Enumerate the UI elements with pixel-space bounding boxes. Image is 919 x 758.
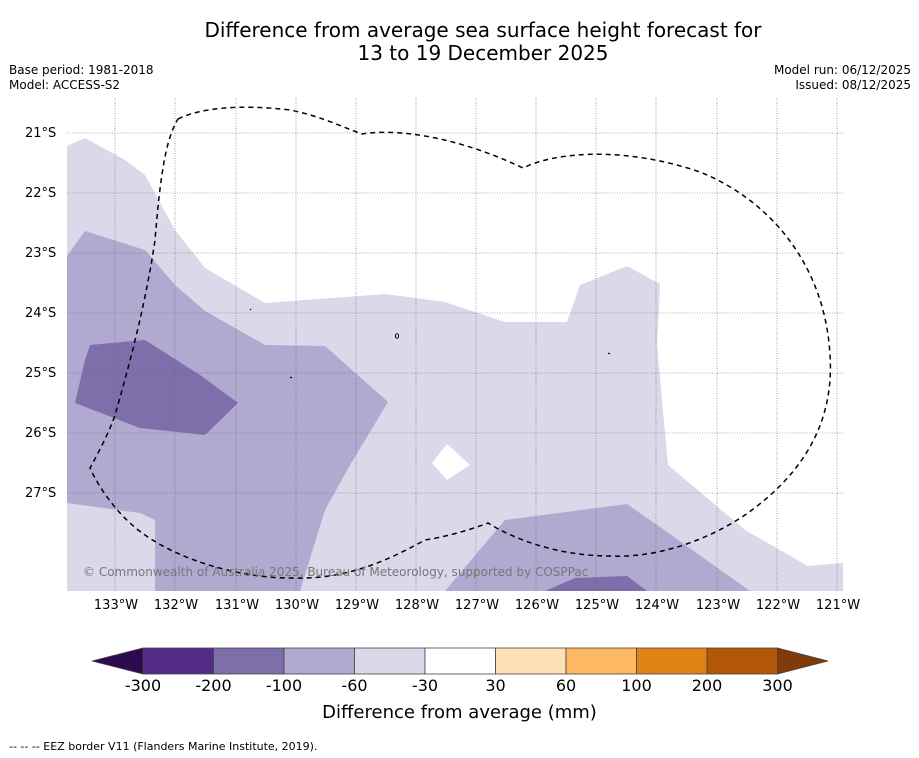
colorbar-tick: -100 bbox=[265, 676, 303, 695]
lon-label: 129°W bbox=[334, 598, 380, 613]
colorbar-extend-low bbox=[91, 647, 144, 675]
colorbar-label: Difference from average (mm) bbox=[322, 702, 597, 723]
lat-label: 27°S bbox=[25, 486, 57, 501]
lon-label: 124°W bbox=[634, 598, 680, 613]
colorbar bbox=[91, 647, 829, 675]
colorbar-bin bbox=[213, 647, 285, 675]
meta-left: Base period: 1981-2018 Model: ACCESS-S2 bbox=[9, 63, 154, 93]
map-title: Difference from average sea surface heig… bbox=[0, 19, 919, 65]
lon-label: 126°W bbox=[514, 598, 560, 613]
colorbar-bin bbox=[424, 647, 496, 675]
colorbar-bin bbox=[495, 647, 567, 675]
colorbar-extend-high bbox=[777, 647, 829, 675]
lon-label: 133°W bbox=[93, 598, 139, 613]
lat-label: 24°S bbox=[25, 306, 57, 321]
model-name: Model: ACCESS-S2 bbox=[9, 78, 121, 92]
copyright-notice: © Commonwealth of Australia 2025, Bureau… bbox=[83, 565, 589, 579]
colorbar-tick: -30 bbox=[411, 676, 439, 695]
lat-label: 25°S bbox=[25, 366, 57, 381]
region-minus100-60-south bbox=[445, 504, 750, 591]
title-line-1: Difference from average sea surface heig… bbox=[204, 18, 762, 42]
eez-footnote: -- -- -- EEZ border V11 (Flanders Marine… bbox=[9, 740, 318, 753]
colorbar-bin bbox=[636, 647, 708, 675]
lon-label: 132°W bbox=[153, 598, 199, 613]
eez-border bbox=[89, 106, 832, 579]
colorbar-tick: 300 bbox=[762, 676, 793, 695]
region-neutral-island bbox=[432, 444, 470, 480]
colorbar-bin bbox=[283, 647, 355, 675]
colorbar-tick: 30 bbox=[485, 676, 506, 695]
lon-label: 127°W bbox=[454, 598, 500, 613]
colorbar-bin bbox=[565, 647, 637, 675]
lat-label: 23°S bbox=[25, 246, 57, 261]
colorbar-tick: 100 bbox=[621, 676, 652, 695]
colorbar-tick: -60 bbox=[341, 676, 368, 695]
colorbar-bin bbox=[354, 647, 426, 675]
lon-label: 130°W bbox=[274, 598, 320, 613]
lon-label: 125°W bbox=[574, 598, 620, 613]
meta-right: Model run: 06/12/2025 Issued: 08/12/2025 bbox=[774, 63, 911, 93]
lat-label: 21°S bbox=[25, 126, 57, 141]
title-line-2: 13 to 19 December 2025 bbox=[357, 41, 609, 65]
colorbar-tick: -300 bbox=[124, 676, 162, 695]
gridlines bbox=[67, 98, 843, 591]
lat-label: 22°S bbox=[25, 186, 57, 201]
base-period: Base period: 1981-2018 bbox=[9, 63, 154, 77]
lon-label: 131°W bbox=[214, 598, 260, 613]
lon-label: 128°W bbox=[394, 598, 440, 613]
lon-label: 121°W bbox=[815, 598, 861, 613]
lon-label: 122°W bbox=[755, 598, 801, 613]
colorbar-tick: -200 bbox=[195, 676, 232, 695]
colorbar-bin bbox=[706, 647, 778, 675]
anomaly-fill bbox=[67, 138, 843, 591]
colorbar-bin bbox=[142, 647, 214, 675]
island-markers bbox=[249, 308, 611, 379]
colorbar-tick: 200 bbox=[691, 676, 723, 695]
lat-label: 26°S bbox=[25, 426, 57, 441]
colorbar-tick: 60 bbox=[555, 676, 577, 695]
model-run: Model run: 06/12/2025 bbox=[773, 63, 911, 77]
issued-date: Issued: 08/12/2025 bbox=[795, 78, 911, 92]
lon-label: 123°W bbox=[695, 598, 741, 613]
